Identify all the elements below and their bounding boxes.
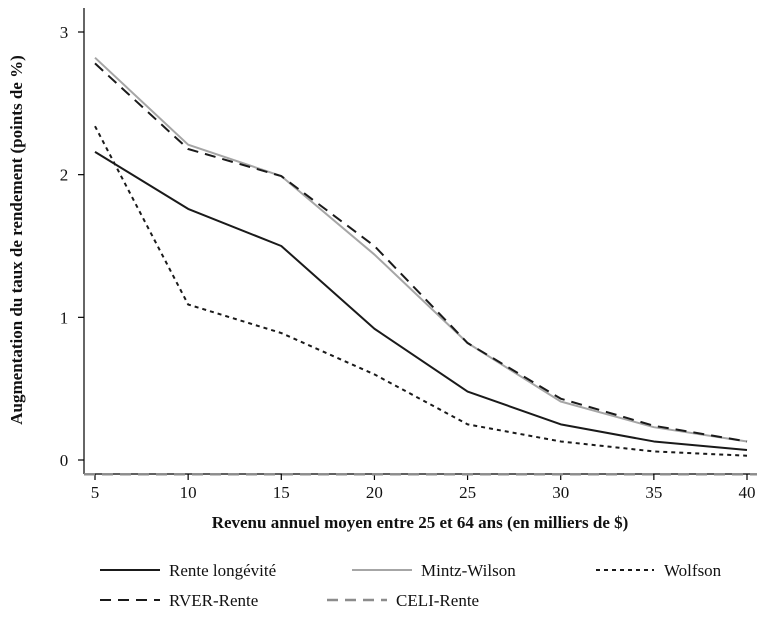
legend-label: CELI-Rente [396, 591, 479, 610]
legend-label: Wolfson [664, 561, 722, 580]
legend-label: Rente longévité [169, 561, 276, 580]
x-tick-label: 10 [180, 483, 197, 502]
legend-entry-2: Mintz-Wilson [352, 561, 516, 580]
x-tick-label: 30 [552, 483, 569, 502]
series-line-4 [94, 62, 748, 443]
legend-entry-4: RVER-Rente [100, 591, 258, 610]
legend-entry-3: Wolfson [596, 561, 722, 580]
legend-entry-1: Rente longévité [100, 561, 276, 580]
y-tick-label: 0 [60, 451, 69, 470]
x-tick-label: 40 [739, 483, 756, 502]
series-line-1 [94, 150, 748, 452]
x-tick-label: 35 [645, 483, 662, 502]
x-axis-title: Revenu annuel moyen entre 25 et 64 ans (… [212, 513, 629, 532]
y-tick-label: 3 [60, 23, 69, 42]
legend-label: RVER-Rente [169, 591, 258, 610]
y-tick-label: 2 [60, 166, 69, 185]
legend-label: Mintz-Wilson [421, 561, 516, 580]
y-axis-title: Augmentation du taux de rendement (point… [7, 55, 26, 424]
legend: Rente longévité Mintz-Wilson Wolfson RVER-R… [100, 561, 722, 610]
y-tick-label: 1 [60, 308, 69, 327]
x-tick-label: 20 [366, 483, 383, 502]
x-tick-label: 25 [459, 483, 476, 502]
series-line-3 [94, 125, 748, 457]
x-tick-label: 15 [273, 483, 290, 502]
legend-entry-5: CELI-Rente [327, 591, 479, 610]
plot-lines [84, 56, 757, 476]
series-line-2 [94, 56, 748, 443]
x-tick-label: 5 [91, 483, 100, 502]
